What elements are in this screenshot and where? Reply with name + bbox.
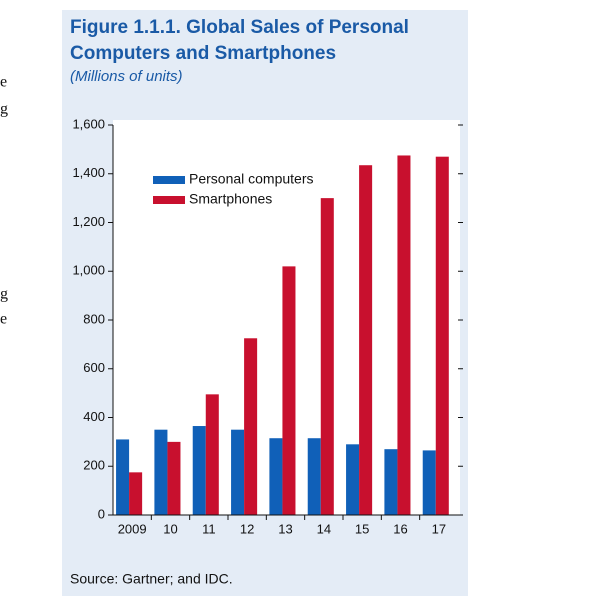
bar (422, 450, 436, 515)
legend-label: Personal computers (189, 171, 314, 187)
bar (154, 429, 168, 515)
y-tick-label: 200 (83, 458, 105, 473)
x-tick-label: 11 (202, 521, 216, 536)
x-tick-label: 14 (317, 521, 331, 536)
y-tick-label: 1,600 (72, 116, 105, 131)
bar (282, 266, 296, 515)
bar (359, 165, 373, 515)
y-tick-label: 0 (98, 506, 105, 521)
subtitle: (Millions of units) (70, 68, 183, 85)
bar (384, 449, 398, 515)
x-tick-label: 10 (163, 521, 177, 536)
bar (307, 438, 321, 515)
bar (167, 441, 181, 515)
legend-swatch (153, 176, 185, 184)
x-tick-label: 15 (355, 521, 369, 536)
margin-fragment: g (0, 101, 8, 118)
margin-fragment: e (0, 311, 7, 328)
source: Source: Gartner; and IDC. (70, 571, 233, 587)
bar (244, 338, 258, 515)
x-tick-label: 13 (278, 521, 292, 536)
y-tick-label: 800 (83, 311, 105, 326)
title-line: Figure 1.1.1. Global Sales of Personal (70, 17, 409, 38)
y-tick-label: 1,000 (72, 263, 105, 278)
x-tick-label: 17 (432, 521, 446, 536)
bar (231, 429, 245, 515)
y-tick-label: 1,200 (72, 214, 105, 229)
legend-swatch (153, 196, 185, 204)
bar (320, 198, 334, 515)
x-tick-label: 2009 (118, 521, 147, 536)
y-tick-label: 600 (83, 360, 105, 375)
bar (116, 439, 130, 515)
x-tick-label: 12 (240, 521, 254, 536)
y-tick-label: 400 (83, 409, 105, 424)
bar (205, 394, 219, 515)
title-line: Computers and Smartphones (70, 43, 336, 64)
bar (397, 155, 411, 515)
legend-label: Smartphones (189, 191, 272, 207)
bar (346, 444, 360, 515)
x-tick-label: 16 (393, 521, 407, 536)
bar (129, 472, 143, 515)
margin-fragment: e (0, 74, 7, 91)
bar (192, 426, 206, 515)
bar (269, 438, 283, 515)
margin-fragment: g (0, 286, 8, 303)
bar (435, 156, 449, 515)
y-tick-label: 1,400 (72, 165, 105, 180)
